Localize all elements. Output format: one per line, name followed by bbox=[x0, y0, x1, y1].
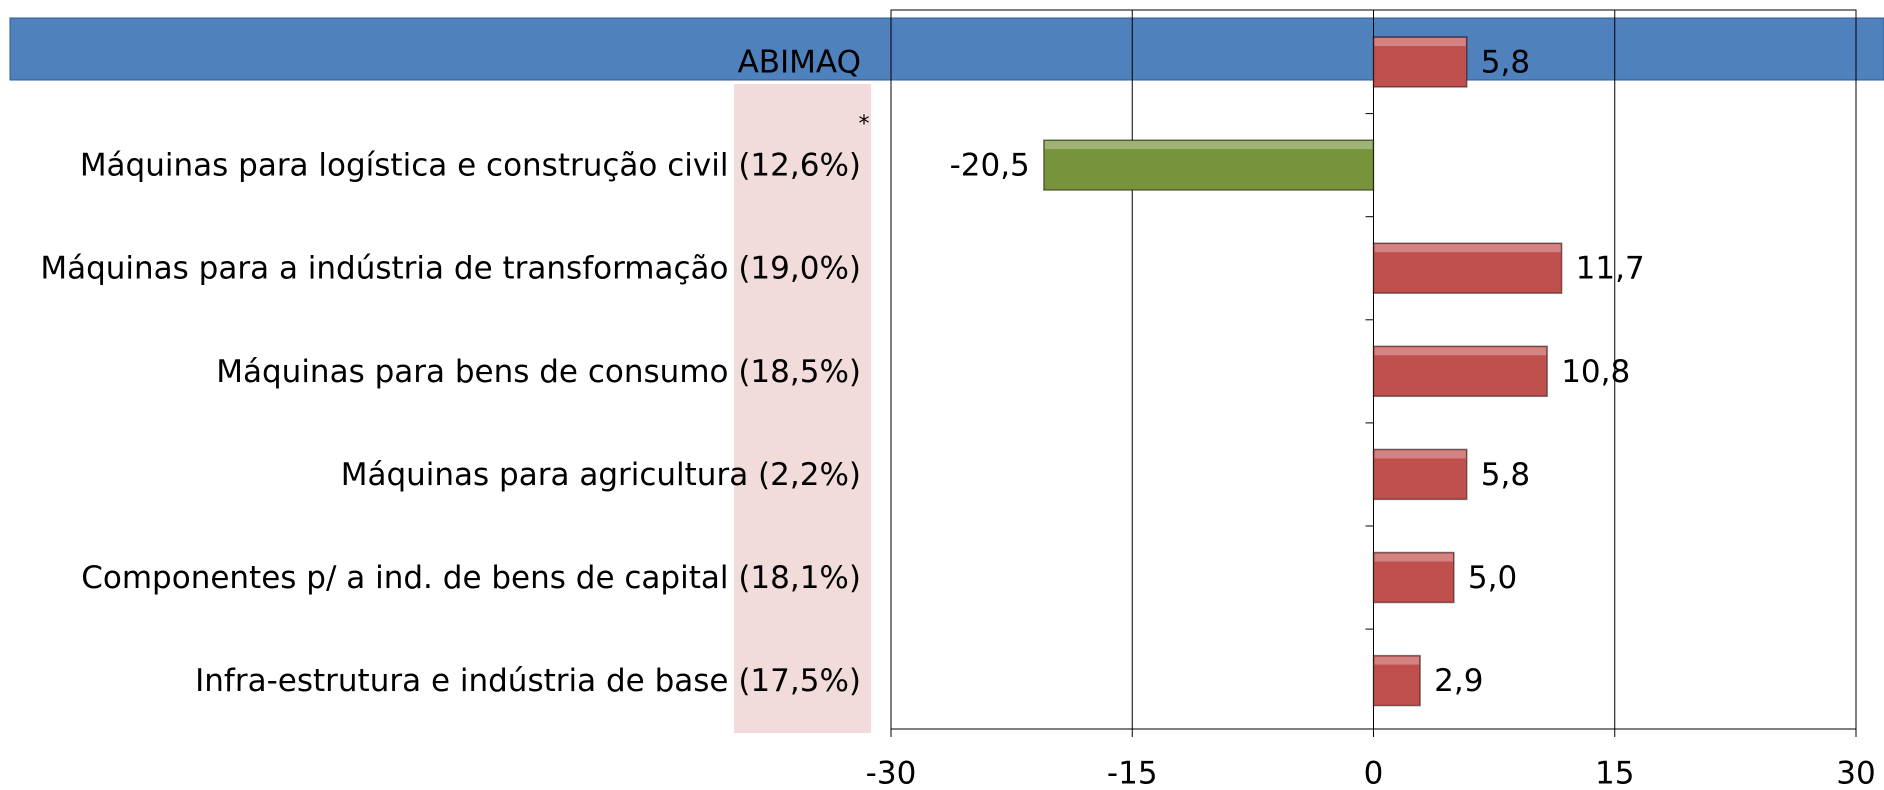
bar-highlight bbox=[1374, 38, 1466, 46]
bar-highlight bbox=[1374, 656, 1420, 665]
bar bbox=[1372, 36, 1468, 88]
bar bbox=[1043, 139, 1375, 191]
x-tick-label: 30 bbox=[1836, 756, 1875, 790]
value-label: 11,7 bbox=[1576, 251, 1645, 287]
category-label: ABIMAQ bbox=[738, 45, 861, 81]
share-column bbox=[734, 84, 871, 733]
value-label: 5,8 bbox=[1481, 457, 1530, 493]
value-label: 5,8 bbox=[1481, 45, 1530, 81]
category-label: Infra-estrutura e indústria de base (17,… bbox=[195, 663, 861, 699]
x-tick-label: 15 bbox=[1595, 756, 1634, 790]
category-label: Máquinas para agricultura (2,2%) bbox=[341, 457, 861, 493]
category-label: Máquinas para a indústria de transformaç… bbox=[40, 251, 861, 287]
bar bbox=[1372, 345, 1548, 398]
bar bbox=[1372, 448, 1468, 501]
value-label: 10,8 bbox=[1561, 354, 1630, 390]
bar-highlight bbox=[1044, 141, 1373, 150]
highlight-band bbox=[9, 17, 1884, 81]
bar bbox=[1372, 551, 1455, 604]
x-tick-label: -30 bbox=[866, 756, 917, 790]
value-label: -20,5 bbox=[950, 148, 1030, 184]
x-tick-label: -15 bbox=[1107, 756, 1158, 790]
value-label: 5,0 bbox=[1468, 560, 1517, 596]
bar-highlight bbox=[1374, 553, 1453, 562]
bar bbox=[1372, 242, 1563, 294]
category-label: Máquinas para logística e construção civ… bbox=[80, 148, 861, 184]
bar-highlight bbox=[1374, 244, 1561, 253]
x-tick-label: 0 bbox=[1364, 756, 1384, 790]
annotation: * bbox=[859, 112, 870, 137]
bar-highlight bbox=[1374, 347, 1547, 356]
category-label: Máquinas para bens de consumo (18,5%) bbox=[216, 354, 861, 390]
value-label: 2,9 bbox=[1434, 663, 1483, 699]
bar bbox=[1372, 654, 1421, 707]
bar-highlight bbox=[1374, 450, 1466, 459]
category-label: Componentes p/ a ind. de bens de capital… bbox=[81, 560, 861, 596]
